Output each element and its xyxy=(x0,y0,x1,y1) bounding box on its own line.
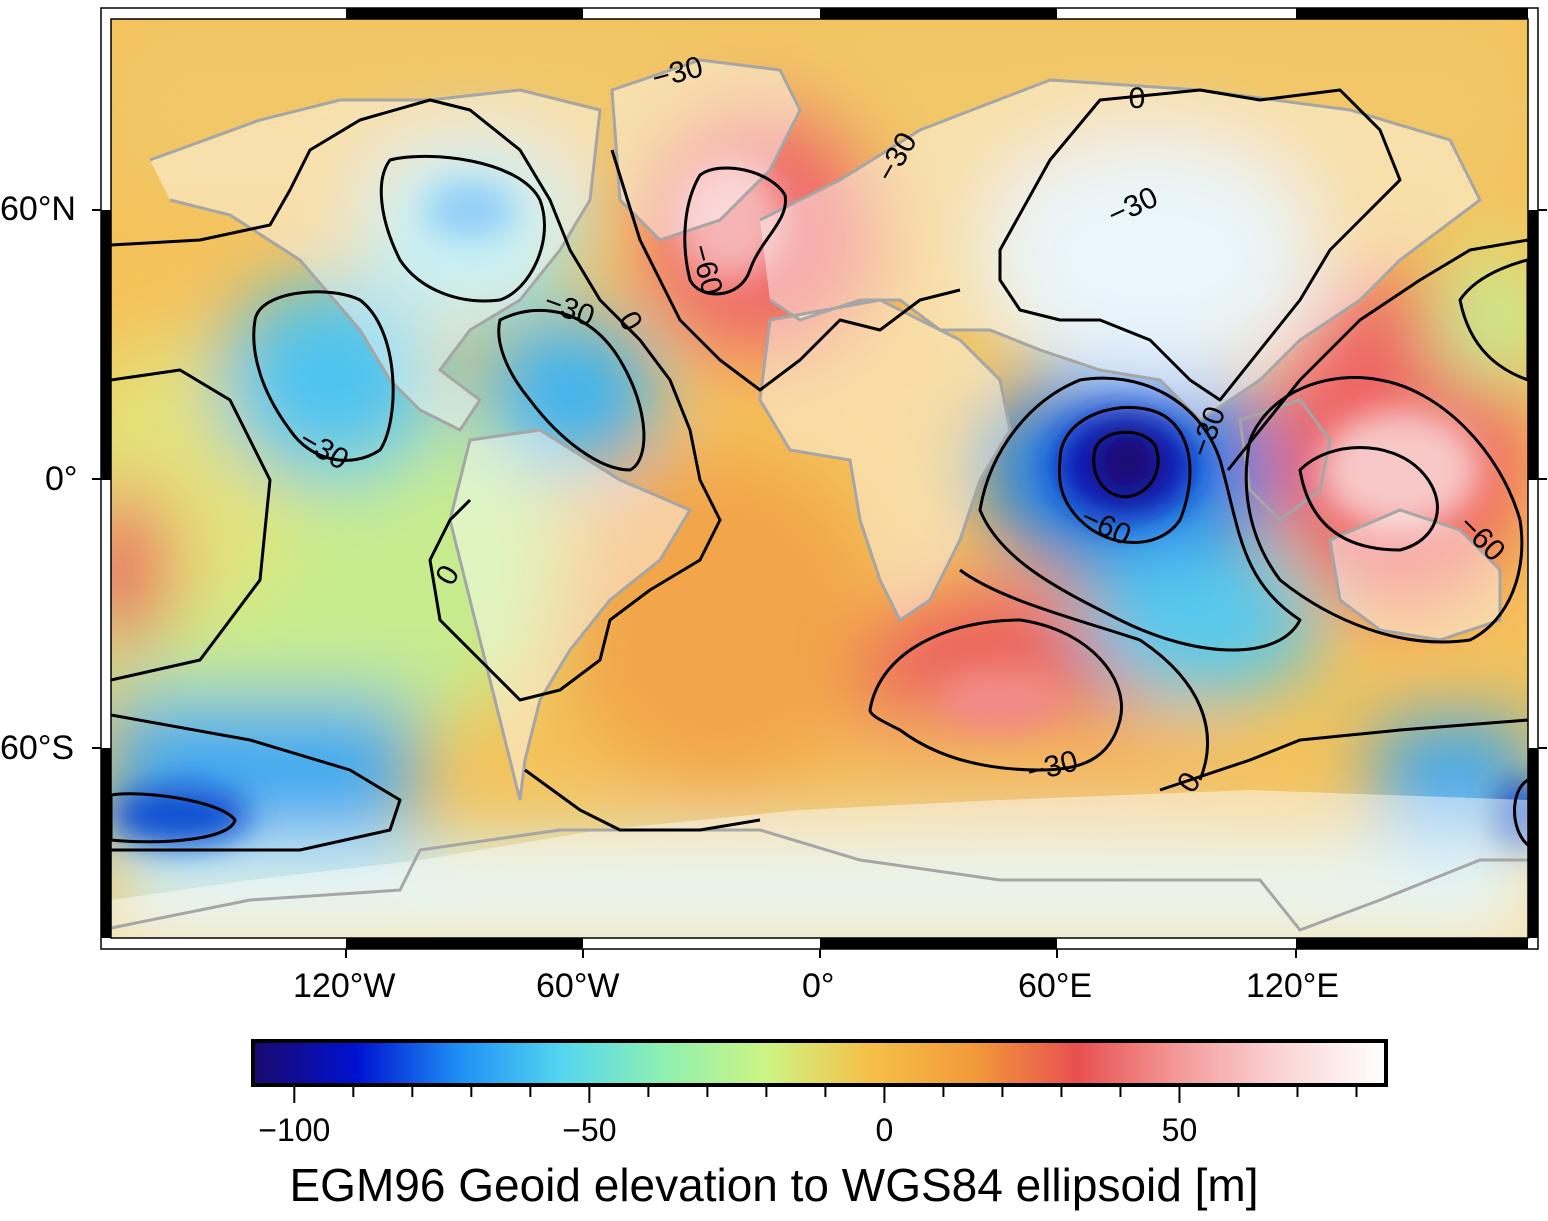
contour-lines xyxy=(111,88,1528,852)
lat-label-0: 0° xyxy=(45,460,78,498)
map-frame xyxy=(92,7,1547,958)
lon-label-60e: 60°E xyxy=(1018,967,1093,1005)
colorbar xyxy=(251,1039,1388,1103)
colorbar-tick-label: 50 xyxy=(1161,1112,1198,1148)
lon-label-60w: 60°W xyxy=(536,967,620,1005)
contour-label: 0 xyxy=(1129,82,1146,115)
colorbar-bar xyxy=(251,1039,1388,1087)
land-overlay xyxy=(111,60,1528,938)
lon-label-120e: 120°E xyxy=(1246,967,1340,1005)
lon-label-0: 0° xyxy=(802,967,835,1005)
colorbar-tick-label: −100 xyxy=(258,1112,331,1148)
colorbar-tick-label: −50 xyxy=(562,1112,617,1148)
colorbar-ticks xyxy=(293,1085,1358,1103)
colorbar-title: EGM96 Geoid elevation to WGS84 ellipsoid… xyxy=(289,1159,1259,1211)
coastlines xyxy=(111,58,1528,932)
colorbar-tick-label: 0 xyxy=(875,1112,894,1148)
lon-label-120w: 120°W xyxy=(293,967,396,1005)
geoid-field: 0 −60 −30 0 −30 0 −60 −30 −30 −30 −30 −6… xyxy=(111,19,1528,938)
lat-label-60n: 60°N xyxy=(0,190,76,228)
lat-label-60s: 60°S xyxy=(0,729,75,767)
